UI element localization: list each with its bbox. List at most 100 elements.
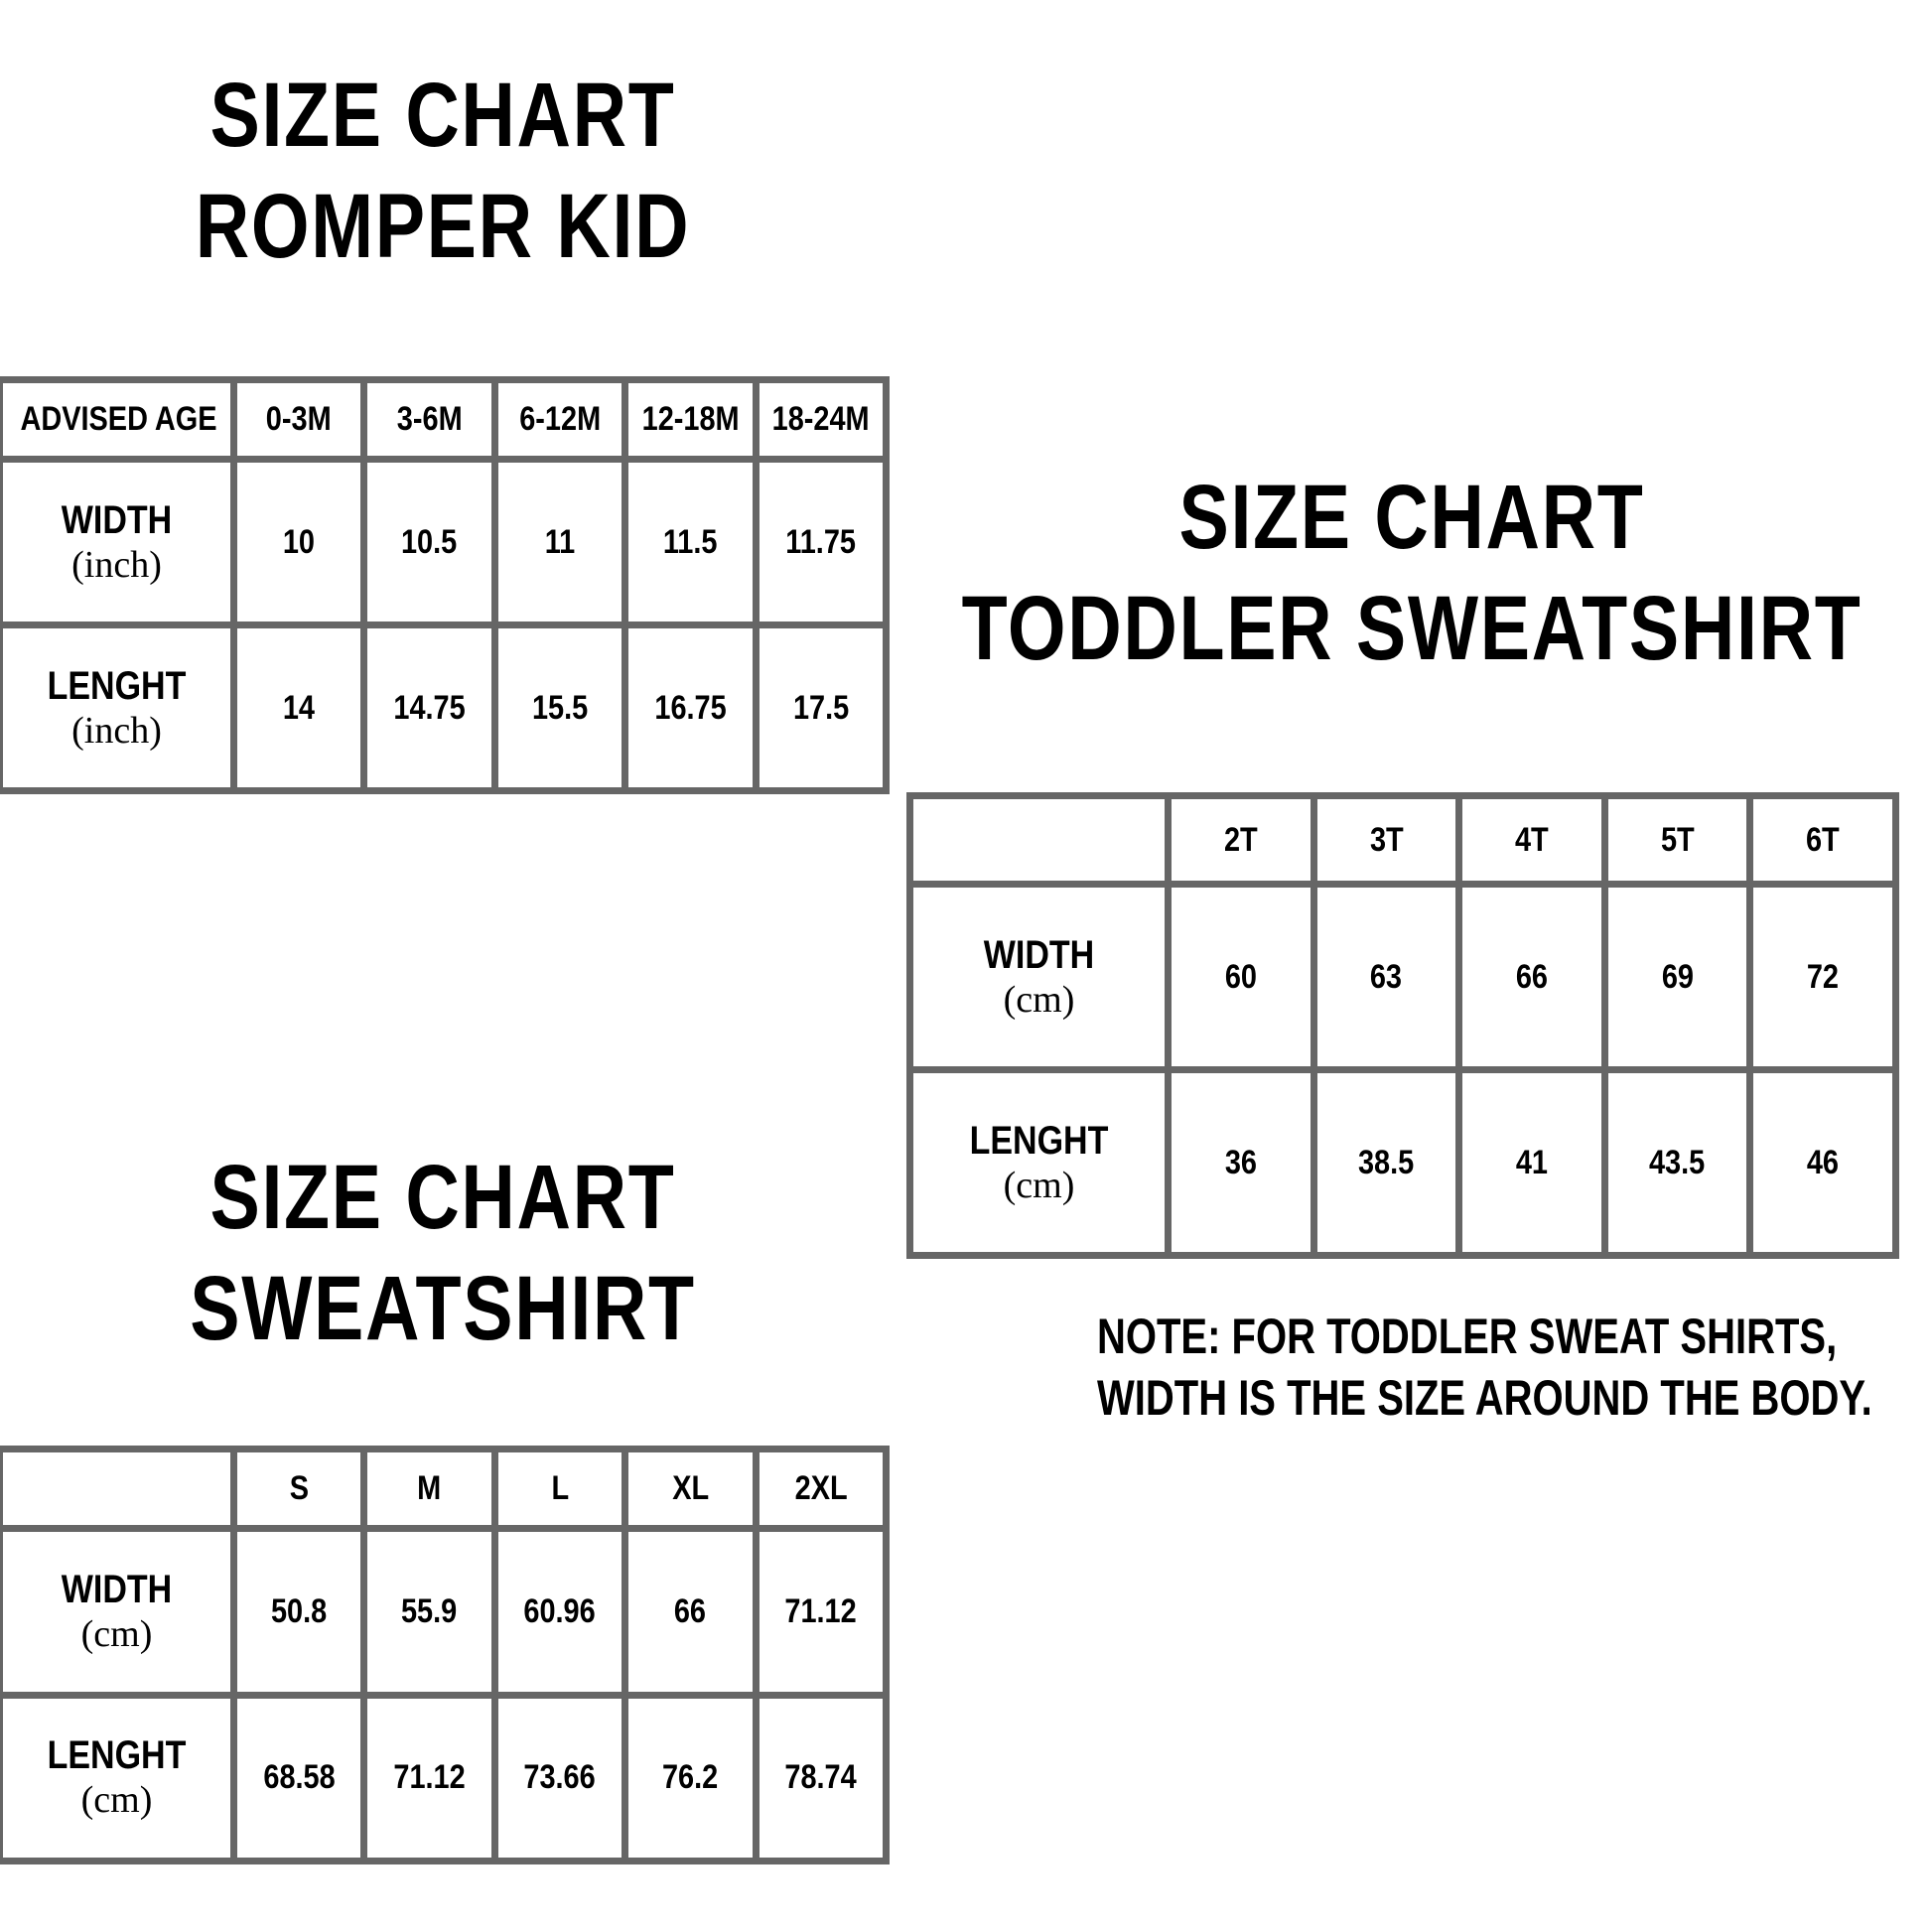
size-table: ADVISED AGE 0-3M 3-6M 6-12M 12-18M 18-24M WIDT…	[0, 375, 891, 794]
value: 14.75	[393, 688, 466, 727]
header-row: S M L XL 2XL	[0, 1445, 891, 1533]
value-cell: 55.9	[360, 1525, 498, 1699]
size-cell: L	[490, 1445, 629, 1533]
value-cell: 14.75	[360, 621, 498, 794]
value: 55.9	[401, 1591, 458, 1630]
value: 41	[1515, 1143, 1549, 1181]
data-row: WIDTH (inch) 10 10.5 11 11.5 11.75	[0, 456, 891, 628]
size-cell: S	[229, 1445, 368, 1533]
row-label-cell: WIDTH (cm)	[906, 881, 1172, 1074]
note: NOTE: FOR TODDLER SWEAT SHIRTS, WIDTH IS …	[1097, 1306, 1872, 1429]
value: 73.66	[523, 1758, 597, 1797]
size-label: 2XL	[794, 1469, 848, 1508]
value-cell: 41	[1455, 1066, 1608, 1259]
title-line: SIZE CHART	[1178, 467, 1645, 568]
size-cell: 12-18M	[621, 375, 759, 464]
value: 11	[544, 522, 576, 561]
corner-label: ADVISED AGE	[20, 400, 217, 438]
data-row: LENGHT (cm) 36 38.5 41 43.5 46	[906, 1066, 1899, 1259]
value-cell: 72	[1746, 881, 1899, 1074]
value-cell: 69	[1600, 881, 1754, 1074]
row-label: LENGHT	[969, 1118, 1109, 1163]
value: 66	[1515, 957, 1549, 996]
value-cell: 15.5	[490, 621, 629, 794]
size-cell: 6-12M	[490, 375, 629, 464]
value-cell: 10	[229, 456, 368, 628]
corner-cell	[906, 791, 1172, 889]
row-label-cell: LENGHT (inch)	[0, 621, 237, 794]
value-cell: 38.5	[1310, 1066, 1463, 1259]
size-label: 3-6M	[396, 400, 463, 438]
value: 72	[1807, 957, 1840, 996]
section-title: SIZE CHART TODDLER SWEATSHIRT	[923, 462, 1900, 684]
size-cell: 2XL	[752, 1445, 891, 1533]
section-title: SIZE CHART ROMPER KID	[0, 60, 931, 282]
value: 38.5	[1358, 1143, 1415, 1181]
value-cell: 36	[1165, 1066, 1317, 1259]
corner-cell	[0, 1445, 237, 1533]
value: 11.5	[663, 522, 718, 561]
value: 78.74	[784, 1758, 857, 1797]
value: 10.5	[401, 522, 458, 561]
size-label: 12-18M	[641, 400, 740, 438]
size-label: 6-12M	[519, 400, 601, 438]
value: 11.75	[785, 522, 857, 561]
value: 36	[1224, 1143, 1257, 1181]
size-label: L	[551, 1469, 569, 1508]
value-cell: 11.5	[621, 456, 759, 628]
value: 16.75	[654, 688, 727, 727]
value: 66	[674, 1591, 707, 1630]
size-cell: M	[360, 1445, 498, 1533]
value-cell: 17.5	[752, 621, 891, 794]
size-label: XL	[671, 1469, 709, 1508]
size-table: 2T 3T 4T 5T 6T WIDTH (cm) 60 63 66 69 72 LENGHT (cm) 3…	[906, 791, 1899, 1259]
value-cell: 63	[1310, 881, 1463, 1074]
value-cell: 50.8	[229, 1525, 368, 1699]
size-cell: 3-6M	[360, 375, 498, 464]
corner-cell: ADVISED AGE	[0, 375, 237, 464]
value-cell: 46	[1746, 1066, 1899, 1259]
value-cell: 14	[229, 621, 368, 794]
value-cell: 11	[490, 456, 629, 628]
value: 68.58	[263, 1758, 336, 1797]
value-cell: 66	[1455, 881, 1608, 1074]
size-label: 5T	[1660, 820, 1695, 859]
row-label: WIDTH	[983, 932, 1095, 977]
title-line: SIZE CHART	[209, 1147, 676, 1248]
size-label: 0-3M	[266, 400, 333, 438]
value: 76.2	[662, 1758, 719, 1797]
size-cell: 5T	[1600, 791, 1754, 889]
value-cell: 78.74	[752, 1691, 891, 1865]
header-row: 2T 3T 4T 5T 6T	[906, 791, 1899, 889]
row-label: WIDTH	[61, 497, 173, 542]
value: 10	[283, 522, 316, 561]
section-title: SIZE CHART SWEATSHIRT	[0, 1142, 931, 1364]
value-cell: 16.75	[621, 621, 759, 794]
value: 60.96	[523, 1591, 597, 1630]
note-line: WIDTH IS THE SIZE AROUND THE BODY.	[1097, 1370, 1872, 1426]
value: 15.5	[531, 688, 589, 727]
value-cell: 60	[1165, 881, 1317, 1074]
row-unit: (cm)	[80, 1612, 153, 1655]
title-line: SIZE CHART	[209, 65, 676, 166]
row-unit: (inch)	[71, 543, 162, 586]
row-unit: (cm)	[1003, 1164, 1075, 1206]
row-label: LENGHT	[47, 1733, 187, 1778]
size-label: 18-24M	[771, 400, 870, 438]
title-line: TODDLER SWEATSHIRT	[961, 578, 1863, 679]
value: 14	[283, 688, 316, 727]
size-label: S	[289, 1469, 309, 1508]
value-cell: 60.96	[490, 1525, 629, 1699]
value: 60	[1224, 957, 1257, 996]
value: 43.5	[1649, 1143, 1706, 1181]
value-cell: 10.5	[360, 456, 498, 628]
size-cell: 18-24M	[752, 375, 891, 464]
row-label-cell: WIDTH (inch)	[0, 456, 237, 628]
size-table: S M L XL 2XL WIDTH (cm) 50.8 55.9 60.96 66 71.12 LEN…	[0, 1445, 891, 1865]
value: 71.12	[393, 1758, 466, 1797]
header-row: ADVISED AGE 0-3M 3-6M 6-12M 12-18M 18-24M	[0, 375, 891, 464]
row-label: WIDTH	[61, 1567, 173, 1611]
size-label: 4T	[1515, 820, 1549, 859]
value-cell: 66	[621, 1525, 759, 1699]
